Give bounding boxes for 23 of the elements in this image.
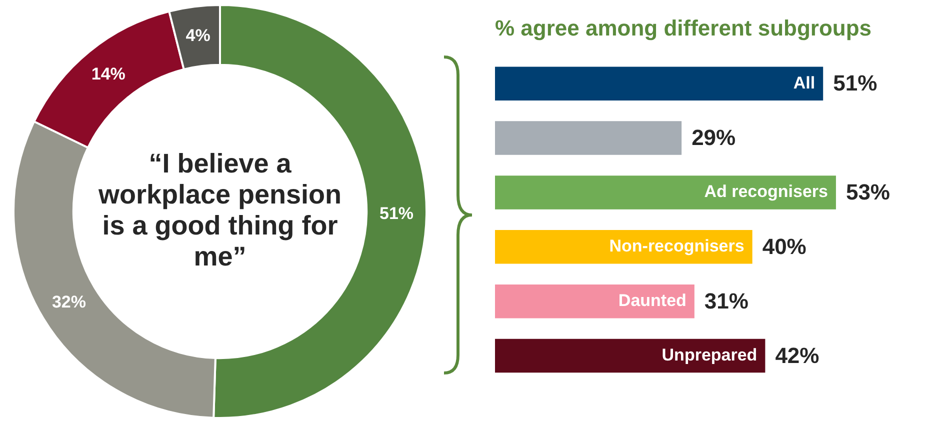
data-label: 31% xyxy=(704,288,748,314)
chart-title: % agree among different subgroups xyxy=(495,15,872,40)
bar xyxy=(495,284,694,318)
text: “I believe a workplace pension is a good thing for me” xyxy=(97,148,342,272)
bar xyxy=(495,338,766,373)
y-tick-label: Ad recognisers xyxy=(704,182,828,202)
data-label: 29% xyxy=(692,125,736,150)
data-label: 4% xyxy=(186,26,210,45)
y-tick-label: Non-recognisers xyxy=(609,236,744,256)
data-label: 51% xyxy=(833,70,878,96)
y-tick-label: Unprepared xyxy=(662,345,758,364)
data-label: 53% xyxy=(846,180,890,205)
y-tick-label: Daunted xyxy=(618,291,686,310)
data-label: 42% xyxy=(775,342,820,368)
bar xyxy=(495,121,682,155)
y-tick-label: All xyxy=(793,73,816,92)
data-label: 40% xyxy=(762,234,806,259)
data-label: 14% xyxy=(91,64,126,84)
data-label: 51% xyxy=(380,204,414,223)
bar xyxy=(495,230,752,264)
data-label: 32% xyxy=(52,292,86,312)
bar xyxy=(495,66,824,100)
bar xyxy=(495,176,836,210)
